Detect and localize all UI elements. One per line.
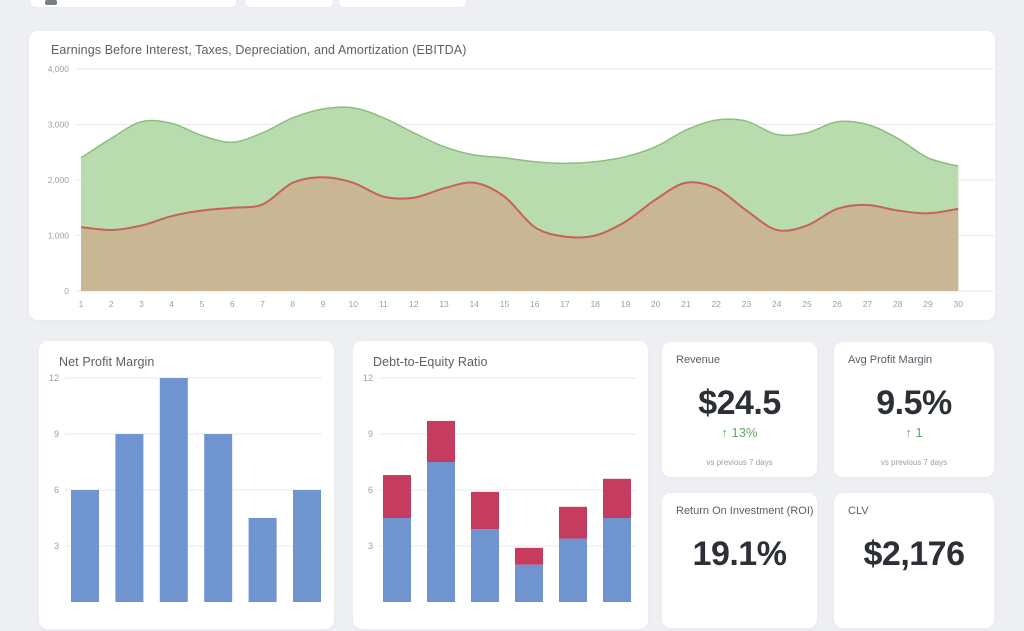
header-stub-card[interactable] bbox=[338, 0, 467, 8]
svg-text:21: 21 bbox=[681, 299, 691, 309]
svg-text:30: 30 bbox=[954, 299, 964, 309]
kpi-delta-value: 1 bbox=[915, 425, 923, 440]
kpi-value: 19.1% bbox=[692, 535, 787, 573]
kpi-label: Revenue bbox=[676, 354, 721, 366]
kpi-note: vs previous 7 days bbox=[706, 458, 773, 467]
kpi-label: Avg Profit Margin bbox=[848, 354, 933, 366]
kpi-note: vs previous 7 days bbox=[880, 458, 948, 467]
up-arrow-icon: ↑ bbox=[905, 425, 912, 440]
svg-text:23: 23 bbox=[742, 299, 752, 309]
svg-text:22: 22 bbox=[712, 299, 722, 309]
svg-text:17: 17 bbox=[560, 299, 570, 309]
net-profit-margin-title: Net Profit Margin bbox=[59, 355, 155, 369]
svg-text:4,000: 4,000 bbox=[48, 64, 70, 74]
up-arrow-icon: ↑ bbox=[721, 425, 728, 440]
svg-text:6: 6 bbox=[368, 485, 373, 495]
svg-text:3: 3 bbox=[54, 541, 59, 551]
svg-text:9: 9 bbox=[54, 429, 59, 439]
svg-text:29: 29 bbox=[923, 299, 933, 309]
debt-to-equity-title: Debt-to-Equity Ratio bbox=[373, 355, 488, 369]
svg-text:12: 12 bbox=[409, 299, 419, 309]
debt-to-equity-stacked-bar-chart: 3 6 9 12 bbox=[363, 373, 636, 602]
svg-text:1,000: 1,000 bbox=[48, 231, 70, 241]
header-stub-icon bbox=[45, 0, 57, 5]
svg-text:10: 10 bbox=[349, 299, 359, 309]
svg-text:11: 11 bbox=[379, 299, 388, 309]
debt-to-equity-card: Debt-to-Equity Ratio 3 6 9 12 bbox=[352, 340, 649, 630]
svg-text:12: 12 bbox=[363, 373, 373, 383]
svg-text:8: 8 bbox=[290, 299, 295, 309]
svg-text:28: 28 bbox=[893, 299, 903, 309]
svg-text:1: 1 bbox=[79, 299, 84, 309]
kpi-label: Return On Investment (ROI) bbox=[676, 505, 814, 517]
kpi-value: $24.5 bbox=[698, 384, 781, 422]
svg-text:6: 6 bbox=[230, 299, 235, 309]
kpi-card-roi: Return On Investment (ROI) 19.1% bbox=[661, 492, 818, 629]
svg-text:3,000: 3,000 bbox=[48, 120, 70, 130]
svg-text:12: 12 bbox=[49, 373, 59, 383]
kpi-card-avg-profit-margin: Avg Profit Margin 9.5% ↑ 1 vs previous 7… bbox=[833, 341, 995, 478]
svg-text:20: 20 bbox=[651, 299, 661, 309]
svg-text:2,000: 2,000 bbox=[48, 175, 70, 185]
net-profit-margin-bar-chart: 3 6 9 12 bbox=[49, 373, 322, 602]
svg-text:0: 0 bbox=[64, 286, 69, 296]
svg-text:3: 3 bbox=[139, 299, 144, 309]
svg-text:16: 16 bbox=[530, 299, 540, 309]
kpi-delta-value: 13% bbox=[731, 425, 758, 440]
kpi-value: 9.5% bbox=[876, 384, 952, 422]
svg-text:6: 6 bbox=[54, 485, 59, 495]
svg-text:27: 27 bbox=[863, 299, 873, 309]
header-stub-card[interactable] bbox=[30, 0, 237, 8]
svg-text:9: 9 bbox=[368, 429, 373, 439]
svg-text:3: 3 bbox=[368, 541, 373, 551]
kpi-delta: ↑ 1 bbox=[834, 425, 994, 440]
kpi-card-revenue: Revenue $24.5 ↑ 13% vs previous 7 days bbox=[661, 341, 818, 478]
header-stub-card[interactable] bbox=[244, 0, 334, 8]
svg-text:26: 26 bbox=[833, 299, 843, 309]
kpi-label: CLV bbox=[848, 505, 869, 517]
kpi-card-clv: CLV $2,176 bbox=[833, 492, 995, 629]
net-profit-margin-card: Net Profit Margin 3 6 9 12 bbox=[38, 340, 335, 630]
svg-text:9: 9 bbox=[321, 299, 326, 309]
kpi-value: $2,176 bbox=[863, 535, 966, 573]
svg-text:7: 7 bbox=[260, 299, 265, 309]
svg-text:13: 13 bbox=[439, 299, 449, 309]
svg-text:5: 5 bbox=[200, 299, 205, 309]
svg-text:4: 4 bbox=[169, 299, 174, 309]
kpi-delta: ↑ 13% bbox=[662, 425, 817, 440]
svg-text:19: 19 bbox=[621, 299, 631, 309]
svg-text:25: 25 bbox=[802, 299, 812, 309]
svg-text:14: 14 bbox=[470, 299, 480, 309]
svg-text:24: 24 bbox=[772, 299, 782, 309]
ebitda-chart-title: Earnings Before Interest, Taxes, Depreci… bbox=[51, 43, 467, 57]
svg-text:2: 2 bbox=[109, 299, 114, 309]
ebitda-card: Earnings Before Interest, Taxes, Depreci… bbox=[28, 30, 996, 321]
svg-text:15: 15 bbox=[500, 299, 510, 309]
svg-text:18: 18 bbox=[591, 299, 601, 309]
